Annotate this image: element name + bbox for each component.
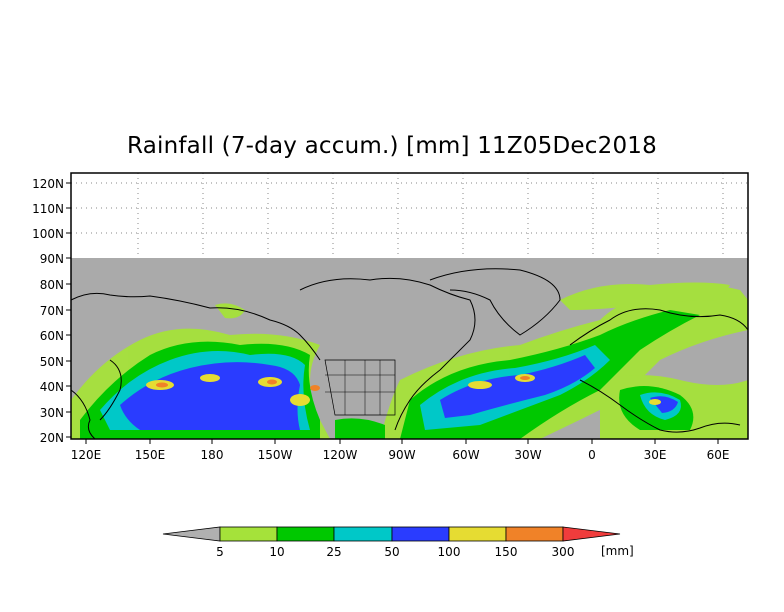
colorbar-labels: 5 10 25 50 100 150 300 [mm]: [216, 544, 634, 559]
colorbar-low-arrow: [162, 526, 221, 542]
colorbar-high-arrow: [562, 526, 621, 542]
colorbar-bin: [448, 526, 507, 542]
colorbar-label: 150: [495, 545, 518, 559]
rainfall-field: [71, 258, 748, 439]
lat-label: 60N: [40, 329, 64, 343]
lat-label: 120N: [32, 177, 64, 191]
lon-label: 180: [201, 448, 224, 462]
lat-label: 40N: [40, 380, 64, 394]
lat-label: 20N: [40, 431, 64, 445]
colorbar-label: 25: [326, 545, 341, 559]
gridlines: [71, 173, 748, 258]
lon-label: 60W: [452, 448, 479, 462]
lat-label: 80N: [40, 278, 64, 292]
lon-label: 60E: [707, 448, 730, 462]
lat-label: 110N: [32, 202, 64, 216]
lon-label: 150W: [258, 448, 293, 462]
lon-label: 90W: [388, 448, 415, 462]
longitude-labels: 120E 150E 180 150W 120W 90W 60W 30W 0 30…: [71, 448, 730, 462]
latitude-labels: 120N 110N 100N 90N 80N 70N 60N 50N 40N 3…: [32, 177, 64, 445]
lat-label: 50N: [40, 355, 64, 369]
colorbar: [162, 526, 621, 542]
colorbar-bin: [333, 526, 393, 542]
lon-label: 120W: [323, 448, 358, 462]
lon-label: 30E: [644, 448, 667, 462]
map-title: Rainfall (7-day accum.) [mm] 11Z05Dec201…: [127, 133, 657, 159]
lat-label: 90N: [40, 252, 64, 266]
colorbar-label: 50: [384, 545, 399, 559]
lon-label: 120E: [71, 448, 102, 462]
coastlines: [71, 268, 748, 439]
colorbar-bin: [219, 526, 278, 542]
lat-label: 30N: [40, 406, 64, 420]
lon-label: 30W: [514, 448, 541, 462]
map-frame: [70, 172, 749, 440]
colorbar-label: 300: [552, 545, 575, 559]
colorbar-bin: [276, 526, 335, 542]
colorbar-bin: [391, 526, 450, 542]
colorbar-label: 5: [216, 545, 224, 559]
lat-label: 100N: [32, 227, 64, 241]
lon-label: 150E: [135, 448, 166, 462]
colorbar-label: 10: [269, 545, 284, 559]
colorbar-label: 100: [438, 545, 461, 559]
colorbar-bin: [505, 526, 564, 542]
lon-label: 0: [588, 448, 596, 462]
lat-label: 70N: [40, 304, 64, 318]
colorbar-unit: [mm]: [601, 544, 634, 558]
